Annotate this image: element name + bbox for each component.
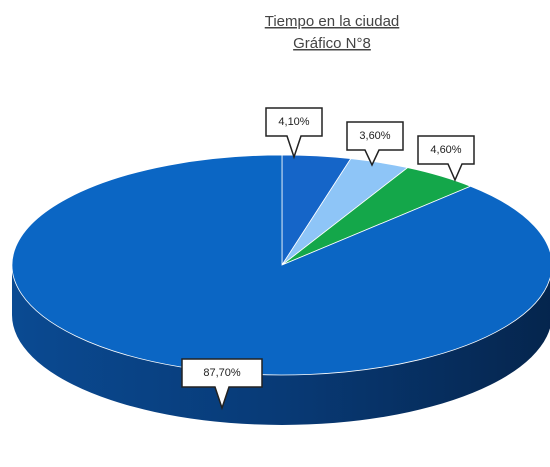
data-label: 87,70% [203, 367, 241, 379]
pie-side [12, 265, 550, 425]
label-callout [181, 358, 263, 411]
data-label: 4,10% [278, 116, 309, 128]
chart-title: Tiempo en la ciudad [265, 13, 400, 30]
label-callout [346, 121, 404, 167]
label-callout [417, 135, 475, 182]
label-callout [265, 107, 323, 160]
pie-slice [11, 154, 550, 376]
data-label: 4,60% [430, 144, 461, 156]
chart-subtitle: Gráfico N°8 [293, 35, 371, 52]
data-label: 3,60% [359, 130, 390, 142]
